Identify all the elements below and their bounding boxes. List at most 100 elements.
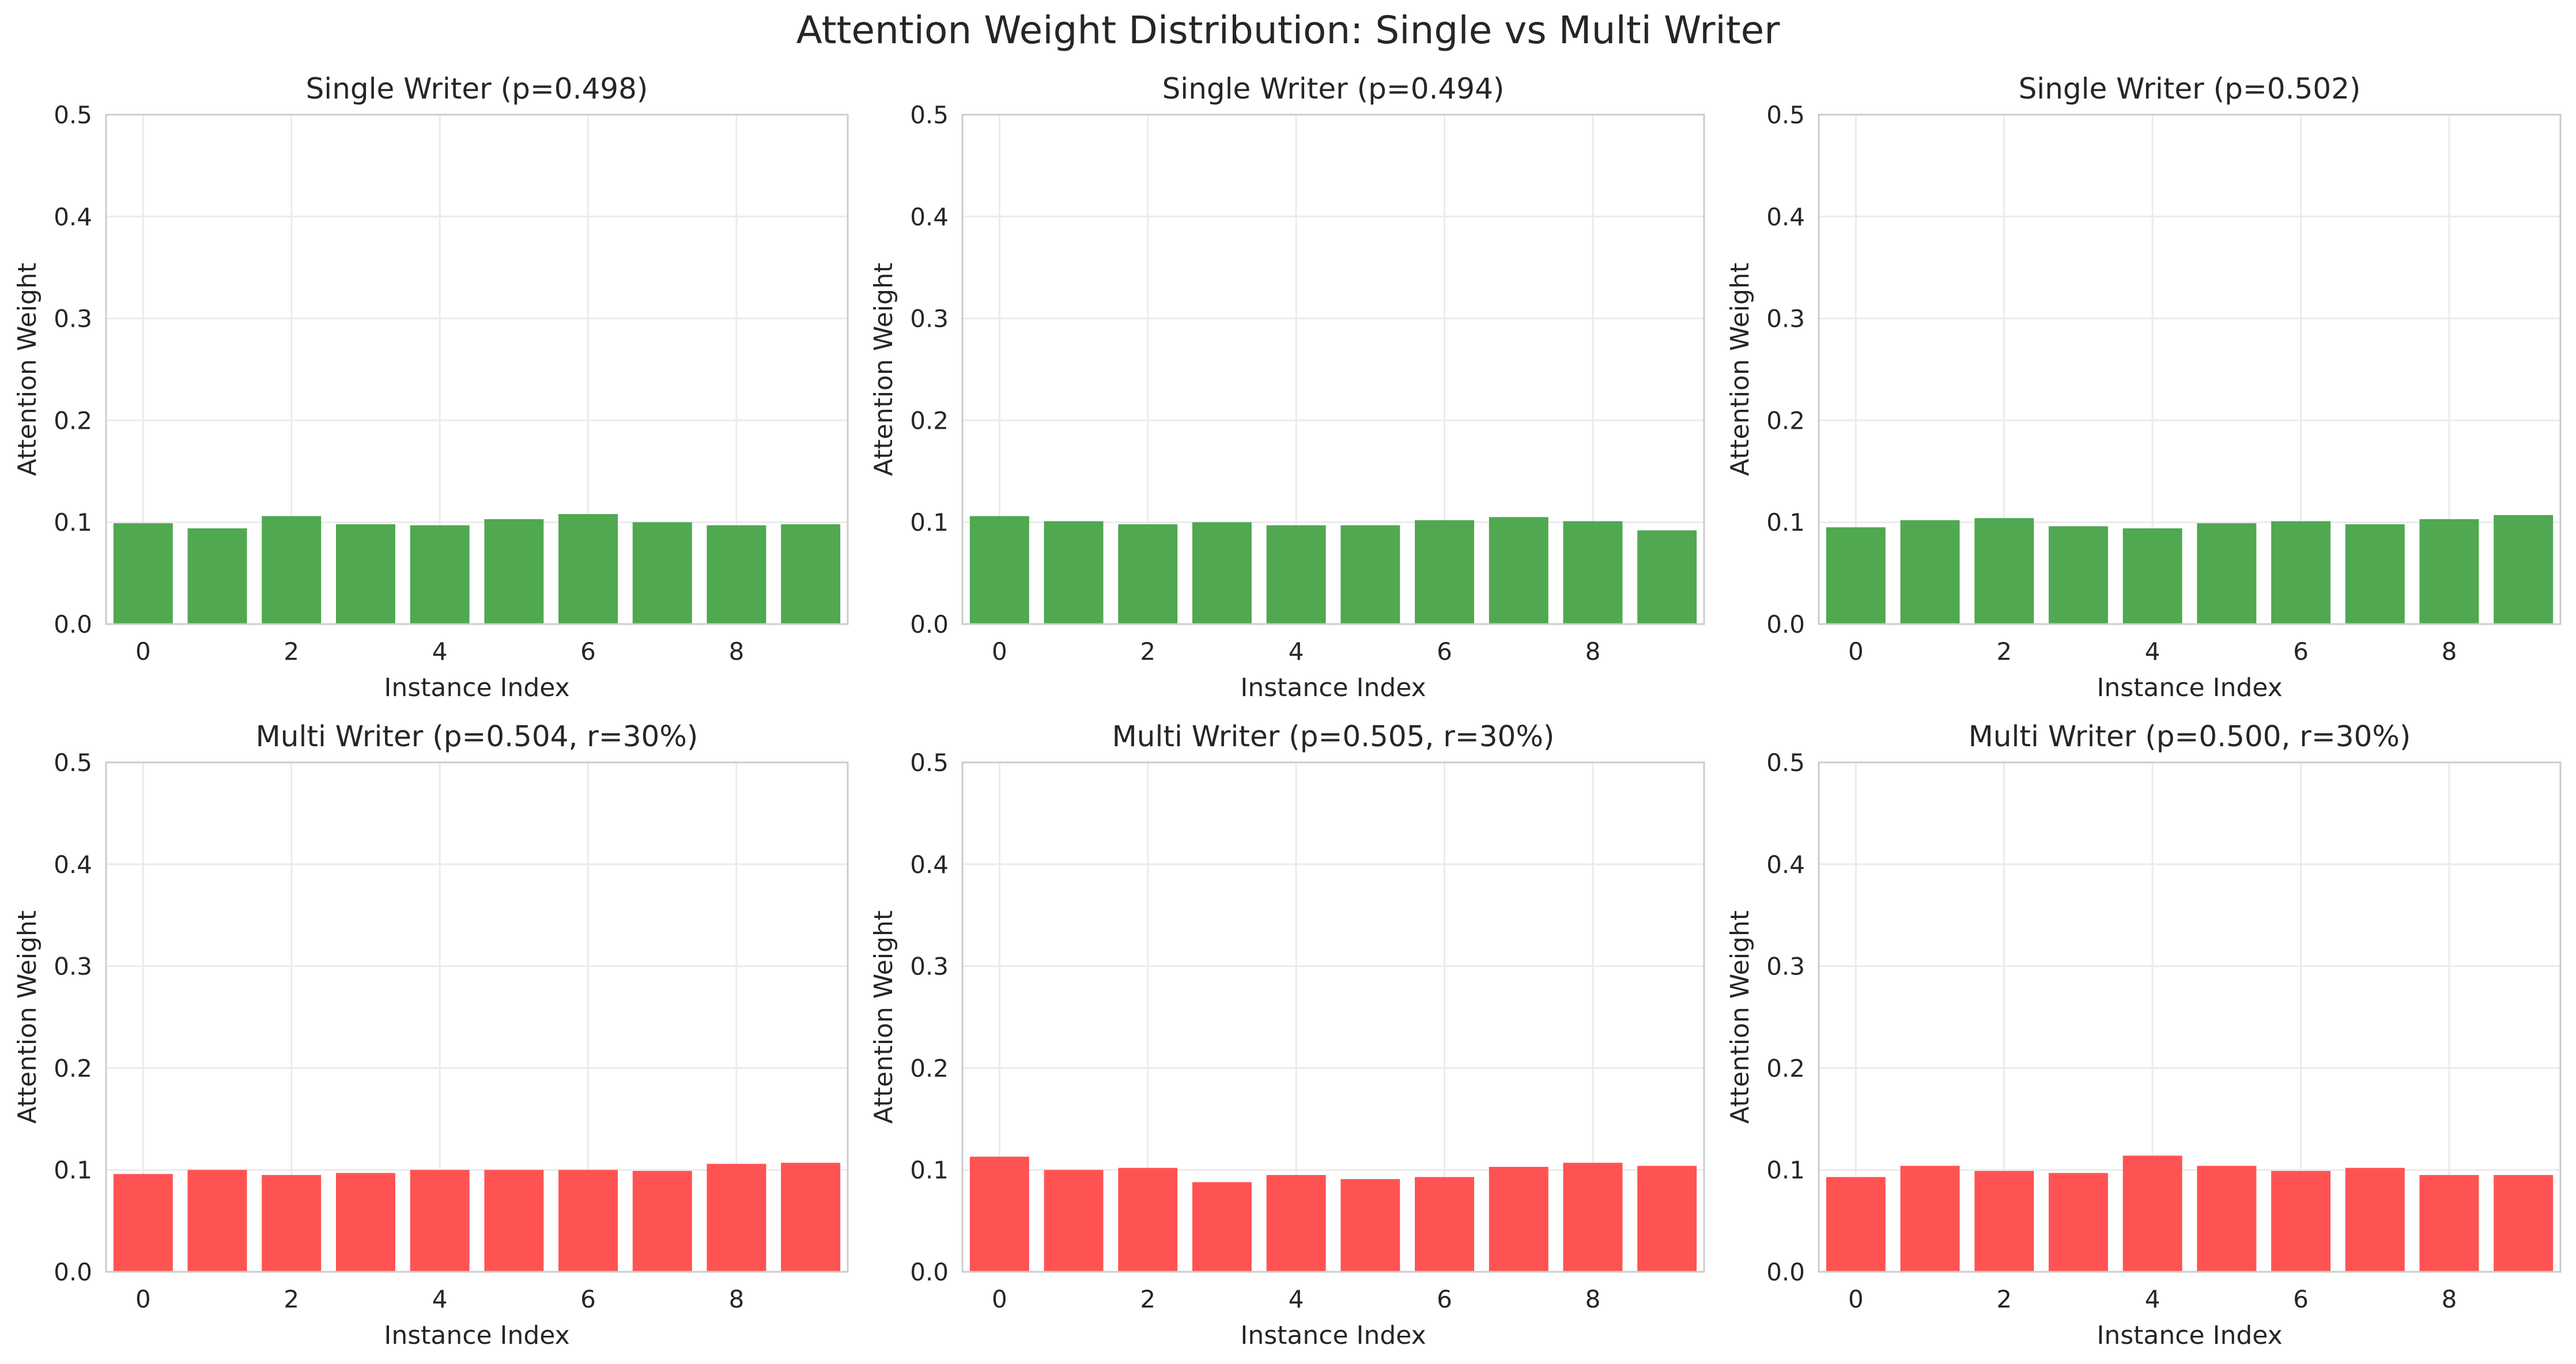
bar xyxy=(2494,515,2554,624)
bar xyxy=(335,1173,395,1272)
y-tick-label: 0.1 xyxy=(910,1156,949,1184)
bar xyxy=(187,528,247,624)
x-tick-label: 0 xyxy=(992,637,1007,666)
x-tick-label: 2 xyxy=(1996,1285,2012,1313)
plot-frame xyxy=(105,761,849,1273)
x-tick-label: 8 xyxy=(2442,1285,2457,1313)
y-axis-label: Attention Weight xyxy=(869,910,898,1124)
y-tick-label: 0.3 xyxy=(910,953,949,981)
bar xyxy=(2048,1173,2108,1272)
bar xyxy=(2122,1155,2182,1272)
x-tick-label: 2 xyxy=(284,1285,299,1313)
plot-frame xyxy=(1818,114,2562,625)
bar xyxy=(707,525,766,624)
y-tick-label: 0.4 xyxy=(54,203,92,231)
plot-frame xyxy=(961,114,1705,625)
x-tick-label: 2 xyxy=(1996,637,2012,666)
y-tick-label: 0.0 xyxy=(54,610,92,638)
bar xyxy=(1340,525,1400,624)
subplot-5: 0.0 0.1 0.2 0.3 0.4 0.5 0 2 4 6 8 Multi Writer (p=0… xyxy=(869,720,1705,1350)
bar xyxy=(781,524,841,624)
bar xyxy=(558,1170,618,1272)
y-axis-label: Attention Weight xyxy=(1725,910,1755,1124)
bar xyxy=(2345,1167,2405,1272)
y-tick-label: 0.3 xyxy=(1766,953,1805,981)
x-tick-label: 6 xyxy=(580,1285,596,1313)
subplot-2: 0.0 0.1 0.2 0.3 0.4 0.5 0 2 4 6 8 Single Writer (p=… xyxy=(869,72,1705,702)
x-tick-label: 2 xyxy=(1140,637,1155,666)
x-tick-label: 4 xyxy=(2145,637,2160,666)
x-tick-label: 6 xyxy=(2293,1285,2309,1313)
y-tick-label: 0.2 xyxy=(54,406,92,434)
subplot-4: 0.0 0.1 0.2 0.3 0.4 0.5 0 2 4 6 8 Multi Writer (p=0… xyxy=(13,720,849,1350)
x-tick-label: 6 xyxy=(1437,637,1452,666)
x-tick-label: 0 xyxy=(992,1285,1007,1313)
bar xyxy=(632,522,692,624)
y-tick-label: 0.4 xyxy=(910,203,949,231)
bar xyxy=(1192,522,1252,624)
y-tick-label: 0.1 xyxy=(1766,508,1805,536)
x-tick-label: 0 xyxy=(1848,637,1864,666)
subplot-6: 0.0 0.1 0.2 0.3 0.4 0.5 0 2 4 6 8 Multi Writer (p=0… xyxy=(1725,720,2562,1350)
bar xyxy=(632,1170,692,1272)
bar xyxy=(2494,1175,2554,1272)
x-tick-label: 4 xyxy=(2145,1285,2160,1313)
y-tick-label: 0.4 xyxy=(1766,851,1805,879)
bar xyxy=(781,1162,841,1272)
bar xyxy=(1044,521,1104,624)
y-tick-label: 0.0 xyxy=(1766,610,1805,638)
y-axis-label: Attention Weight xyxy=(1725,263,1755,476)
figure-title: Attention Weight Distribution: Single vs… xyxy=(796,8,1780,52)
bar xyxy=(262,1175,322,1272)
bar xyxy=(969,1157,1029,1272)
y-tick-label: 0.5 xyxy=(910,101,949,129)
y-axis-label: Attention Weight xyxy=(13,910,42,1124)
bar xyxy=(1118,524,1178,624)
y-tick-label: 0.2 xyxy=(1766,1054,1805,1082)
x-tick-label: 6 xyxy=(2293,637,2309,666)
x-axis-label: Instance Index xyxy=(384,673,569,702)
bar xyxy=(2048,526,2108,624)
subplot-title: Multi Writer (p=0.505, r=30%) xyxy=(1112,720,1555,753)
bar xyxy=(1637,530,1697,624)
x-tick-label: 8 xyxy=(729,1285,745,1313)
bar xyxy=(2345,524,2405,624)
plot-frame xyxy=(1818,761,2562,1273)
y-tick-label: 0.5 xyxy=(54,101,92,129)
y-tick-label: 0.1 xyxy=(54,1156,92,1184)
y-axis-label: Attention Weight xyxy=(13,263,42,476)
x-tick-label: 0 xyxy=(1848,1285,1864,1313)
subplot-title: Single Writer (p=0.494) xyxy=(1162,72,1505,105)
x-tick-label: 6 xyxy=(1437,1285,1452,1313)
y-tick-label: 0.0 xyxy=(1766,1258,1805,1286)
subplot-1: 0.0 0.1 0.2 0.3 0.4 0.5 0 2 4 6 8 Single Writer (p=… xyxy=(13,72,849,702)
bar xyxy=(707,1163,766,1272)
y-axis-label: Attention Weight xyxy=(869,263,898,476)
x-tick-label: 4 xyxy=(1289,1285,1304,1313)
y-tick-label: 0.3 xyxy=(1766,305,1805,333)
bar xyxy=(1974,518,2034,624)
bar xyxy=(484,519,544,624)
bar xyxy=(1826,527,1886,624)
y-tick-label: 0.5 xyxy=(54,749,92,777)
x-tick-label: 4 xyxy=(1289,637,1304,666)
x-tick-label: 8 xyxy=(729,637,745,666)
bar xyxy=(1637,1166,1697,1272)
y-tick-label: 0.0 xyxy=(910,610,949,638)
bar xyxy=(1415,520,1475,624)
bar xyxy=(410,1170,470,1272)
y-tick-label: 0.4 xyxy=(54,851,92,879)
y-tick-label: 0.5 xyxy=(1766,749,1805,777)
bar xyxy=(1826,1177,1886,1272)
bar xyxy=(484,1170,544,1272)
bar xyxy=(969,516,1029,624)
x-axis-label: Instance Index xyxy=(2097,673,2282,702)
x-axis-label: Instance Index xyxy=(1240,1321,1426,1350)
y-tick-label: 0.2 xyxy=(1766,406,1805,434)
y-tick-label: 0.2 xyxy=(910,406,949,434)
y-tick-label: 0.3 xyxy=(54,305,92,333)
x-tick-label: 4 xyxy=(432,1285,448,1313)
subplot-title: Multi Writer (p=0.504, r=30%) xyxy=(256,720,698,753)
x-tick-label: 6 xyxy=(580,637,596,666)
